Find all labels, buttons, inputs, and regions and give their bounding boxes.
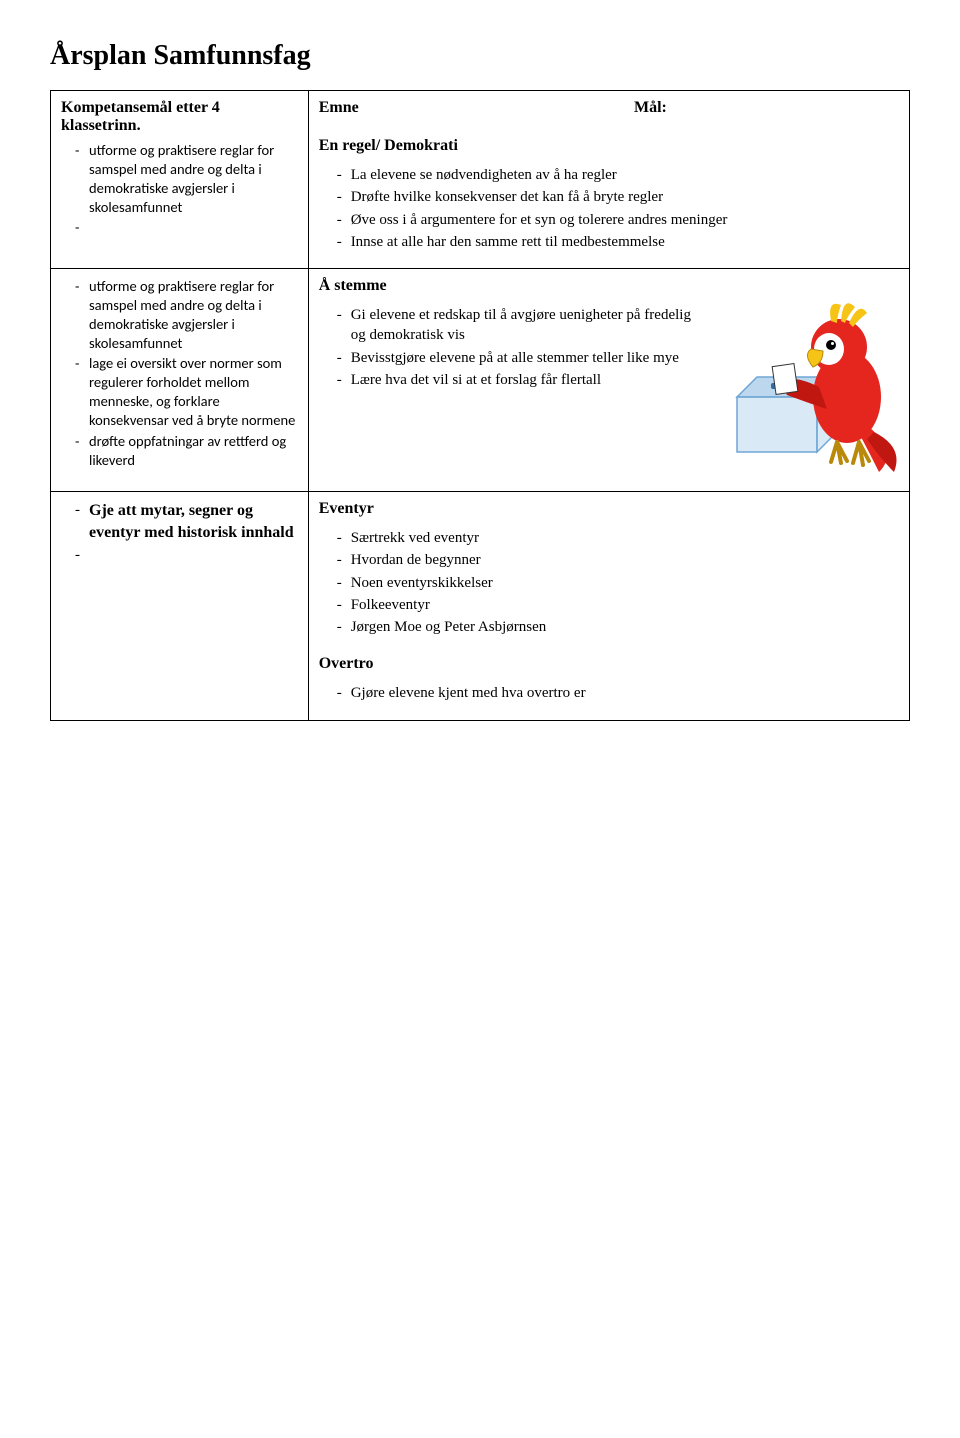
parrot-ballot-illustration: [719, 277, 899, 477]
row1-goal-item: Innse at alle har den samme rett til med…: [337, 232, 899, 252]
parrot-icon: [719, 277, 899, 477]
kompetansemaal-item: utforme og praktisere reglar for samspel…: [75, 277, 298, 352]
row3-goal-item: Folkeeventyr: [337, 595, 899, 615]
row2-goal-item: Bevisstgjøre elevene på at alle stemmer …: [337, 348, 709, 368]
row3-goal-item-2: Gjøre elevene kjent med hva overtro er: [337, 683, 899, 703]
row1-section-title: En regel/ Demokrati: [319, 137, 899, 155]
row1-goal-item: La elevene se nødvendigheten av å ha reg…: [337, 165, 899, 185]
page-title: Årsplan Samfunnsfag: [50, 40, 910, 72]
row3-goal-item: Særtrekk ved eventyr: [337, 528, 899, 548]
row3-section-title-2: Overtro: [319, 655, 899, 673]
row2-goal-item: Lære hva det vil si at et forslag får fl…: [337, 370, 709, 390]
row3-right-cell: Eventyr Særtrekk ved eventyr Hvordan de …: [308, 492, 909, 721]
row3-goal-item: Noen eventyrskikkelser: [337, 573, 899, 593]
row3-goal-item: Hvordan de begynner: [337, 550, 899, 570]
header-left-cell: Kompetansemål etter 4 klassetrinn. utfor…: [51, 91, 309, 269]
row2-left-cell: utforme og praktisere reglar for samspel…: [51, 269, 309, 492]
kompetansemaal-item: drøfte oppfatningar av rettferd og likev…: [75, 432, 298, 470]
row3-left-cell: Gje att mytar, segner og eventyr med his…: [51, 492, 309, 721]
kompetansemaal-item: lage ei oversikt over normer som reguler…: [75, 354, 298, 429]
header-row: Kompetansemål etter 4 klassetrinn. utfor…: [51, 91, 910, 269]
emne-label: Emne: [319, 99, 359, 117]
row2: utforme og praktisere reglar for samspel…: [51, 269, 910, 492]
row2-goal-item: Gi elevene et redskap til å avgjøre ueni…: [337, 305, 709, 346]
maal-label: Mål:: [634, 99, 667, 117]
row3-section-title-1: Eventyr: [319, 500, 899, 518]
row1-goal-item: Drøfte hvilke konsekvenser det kan få å …: [337, 187, 899, 207]
row3-left-bold: Gje att mytar, segner og eventyr med his…: [89, 502, 294, 541]
header-right-cell: Emne Mål: En regel/ Demokrati La elevene…: [308, 91, 909, 269]
kompetansemaal-item: utforme og praktisere reglar for samspel…: [75, 141, 298, 216]
header-left-line1: Kompetansemål etter 4: [61, 99, 220, 116]
row3: Gje att mytar, segner og eventyr med his…: [51, 492, 910, 721]
kompetansemaal-item-bold: Gje att mytar, segner og eventyr med his…: [75, 500, 298, 543]
header-left-line2: klassetrinn.: [61, 117, 141, 134]
row3-goal-item: Jørgen Moe og Peter Asbjørnsen: [337, 617, 899, 637]
row2-section-title: Å stemme: [319, 277, 709, 295]
row2-right-cell: Å stemme Gi elevene et redskap til å avg…: [308, 269, 909, 492]
row1-goal-item: Øve oss i å argumentere for et syn og to…: [337, 210, 899, 230]
curriculum-table: Kompetansemål etter 4 klassetrinn. utfor…: [50, 90, 910, 721]
